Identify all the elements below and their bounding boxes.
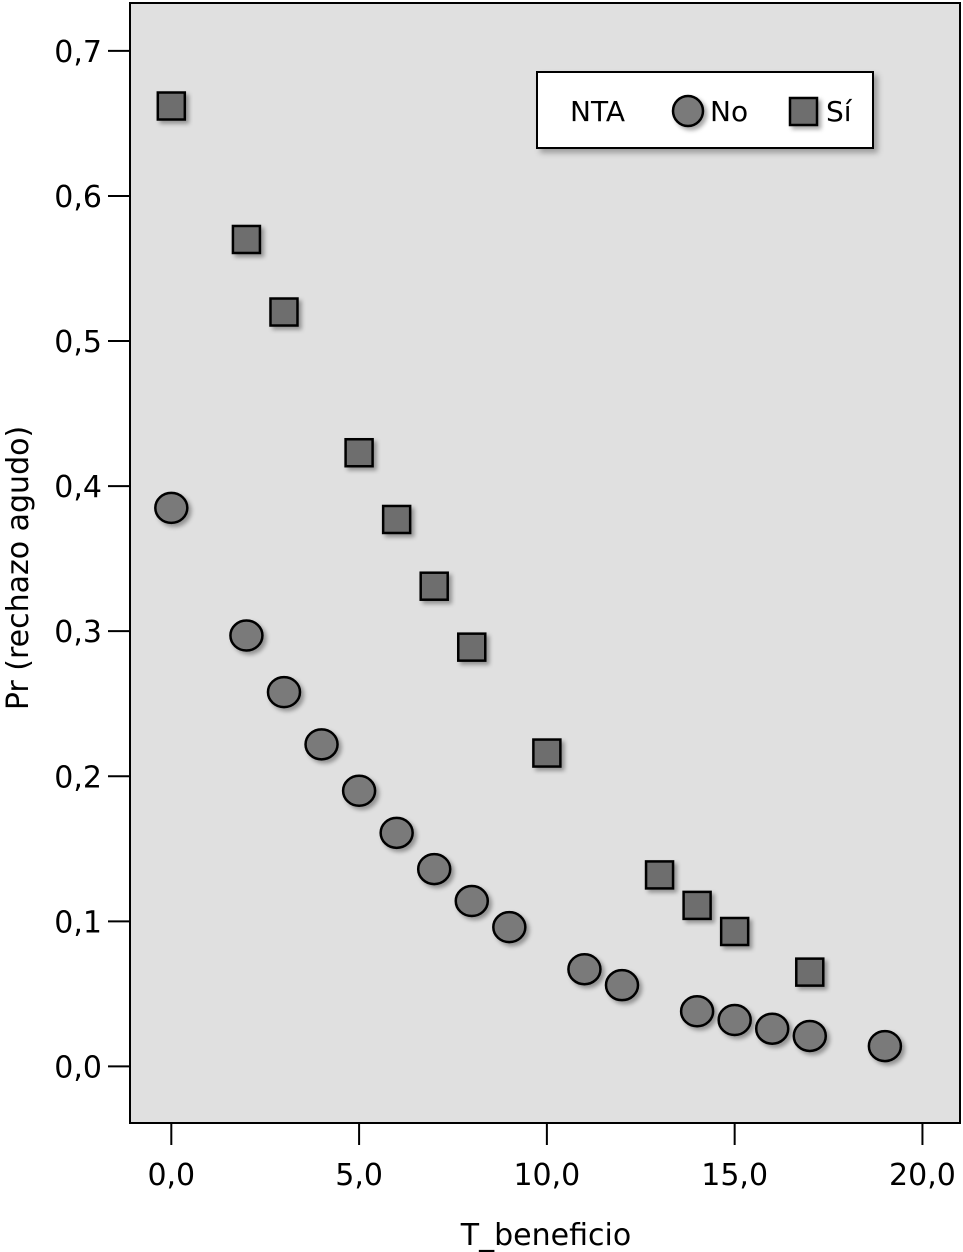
point-no (567, 952, 602, 986)
point-si (156, 91, 187, 121)
legend-marker-no (671, 94, 705, 128)
point-no (492, 910, 527, 944)
point-no (266, 675, 302, 709)
point-no (867, 1029, 903, 1063)
y-axis: 0,0 0,1 0,2 0,3 0,4 0,5 0,6 0,7 (54, 35, 130, 1085)
x-tick-label: 15,0 (701, 1158, 768, 1193)
point-no (454, 884, 490, 918)
x-axis: 0,0 5,0 10,0 15,0 20,0 (147, 1123, 956, 1193)
point-si (682, 890, 712, 921)
legend-title: NTA (570, 95, 625, 128)
plot-area (129, 2, 961, 1124)
point-si (344, 437, 374, 468)
point-no (416, 852, 452, 886)
point-no (304, 728, 339, 761)
point-si (269, 297, 299, 327)
series-no (154, 491, 903, 1063)
y-tick-label: 0,4 (54, 470, 102, 505)
point-no (604, 968, 640, 1002)
point-no (754, 1012, 790, 1045)
point-si (719, 916, 750, 947)
y-tick-label: 0,3 (54, 615, 102, 650)
point-no (379, 816, 414, 850)
point-no (341, 774, 377, 808)
point-si (644, 860, 675, 890)
point-si (532, 738, 562, 768)
series-si (156, 91, 825, 987)
x-tick-label: 20,0 (889, 1158, 956, 1193)
y-tick-label: 0,2 (54, 760, 102, 795)
y-tick-label: 0,1 (54, 905, 102, 940)
legend: NTA No Sí (536, 71, 874, 149)
point-si (381, 504, 412, 535)
legend-label-si: Sí (826, 95, 853, 128)
point-si (419, 571, 449, 601)
x-tick-label: 5,0 (335, 1158, 383, 1193)
point-si (457, 632, 487, 662)
point-no (679, 995, 715, 1028)
point-no (792, 1019, 828, 1053)
point-si (795, 957, 825, 987)
legend-marker-si (788, 96, 819, 127)
y-tick-label: 0,5 (54, 325, 102, 360)
point-no (154, 491, 189, 525)
y-tick-label: 0,7 (54, 35, 102, 70)
x-tick-label: 0,0 (147, 1158, 195, 1193)
point-no (229, 619, 264, 652)
point-si (231, 224, 262, 255)
legend-label-no: No (710, 95, 748, 128)
y-tick-label: 0,6 (54, 180, 102, 215)
y-axis-title: Pr (rechazo agudo) (1, 426, 36, 710)
point-no (717, 1003, 752, 1037)
y-tick-label: 0,0 (54, 1050, 102, 1085)
data-points (154, 91, 903, 1063)
x-axis-title: T_beneficio (460, 1218, 631, 1252)
x-tick-label: 10,0 (513, 1158, 580, 1193)
